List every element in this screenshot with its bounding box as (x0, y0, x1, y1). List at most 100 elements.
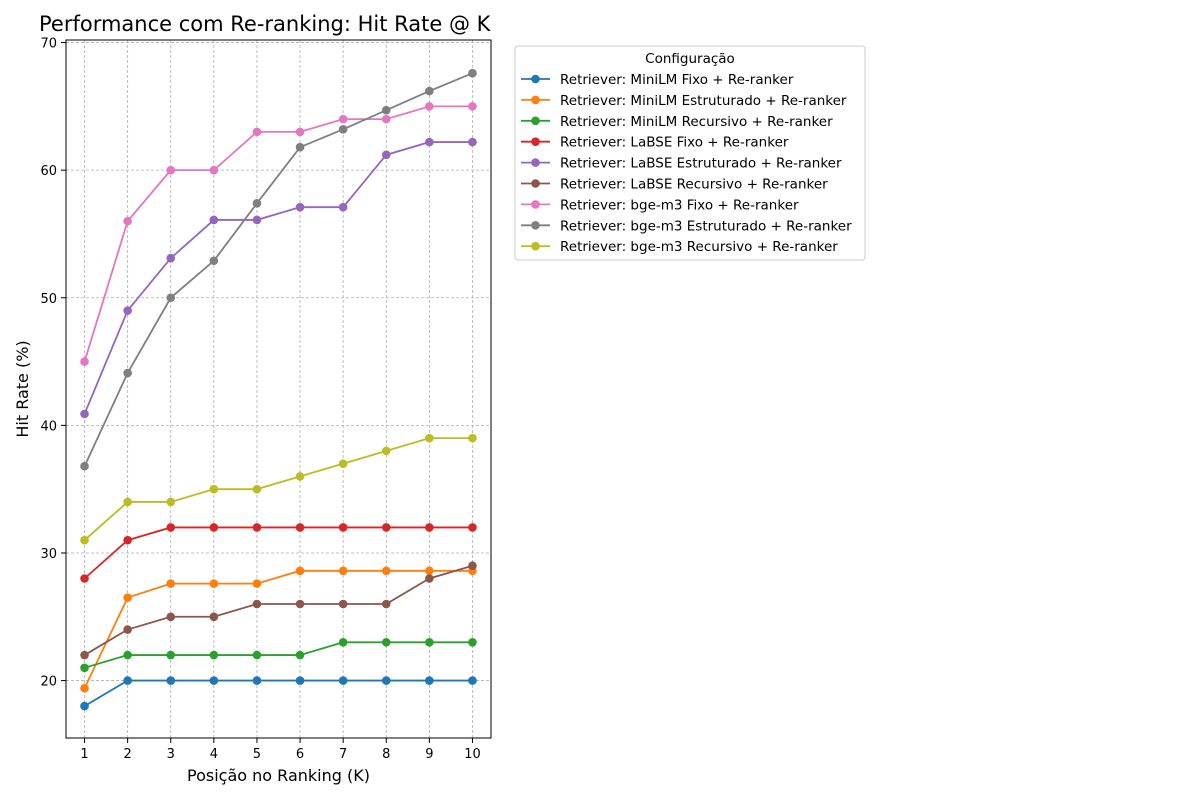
x-tick-label: 10 (464, 747, 481, 762)
plot-frame (65, 39, 492, 739)
data-point (381, 446, 391, 456)
x-tick-label: 7 (339, 747, 347, 762)
x-tick-label: 9 (425, 747, 433, 762)
series-2 (80, 566, 477, 693)
x-tick-label: 5 (253, 747, 261, 762)
legend-box (514, 45, 866, 261)
data-point (425, 137, 434, 147)
data-point (338, 523, 348, 532)
data-point (80, 683, 89, 693)
data-point (295, 202, 305, 212)
series-line (83, 569, 473, 689)
data-point (381, 566, 391, 576)
series-8 (80, 68, 477, 471)
x-tick-label: 3 (167, 747, 175, 762)
legend-marker (531, 221, 540, 230)
data-point (381, 105, 391, 115)
data-point (166, 165, 176, 175)
series-6 (80, 561, 477, 660)
x-axis-label: Posição no Ranking (K) (187, 766, 370, 785)
data-point (80, 574, 89, 583)
x-tick-label: 1 (80, 747, 88, 762)
data-point (80, 409, 89, 419)
data-point (295, 566, 305, 576)
x-tick-label: 4 (210, 747, 218, 762)
legend-marker (531, 179, 540, 188)
data-point (166, 523, 176, 532)
data-point (425, 523, 434, 532)
legend-marker (531, 158, 540, 167)
series-layer (80, 68, 477, 711)
legend-label: Retriever: bge-m3 Estruturado + Re-ranke… (560, 218, 852, 234)
data-point (252, 579, 262, 588)
data-point (123, 625, 132, 634)
legend-entry: Retriever: MiniLM Recursivo + Re-ranker (521, 114, 833, 130)
data-point (166, 579, 176, 588)
series-line (84, 679, 473, 707)
data-point (338, 114, 348, 124)
y-tick-label: 20 (40, 675, 57, 690)
legend-label: Retriever: LaBSE Estruturado + Re-ranker (560, 156, 842, 172)
legend-entry: Retriever: bge-m3 Estruturado + Re-ranke… (521, 218, 852, 234)
data-point (252, 650, 262, 660)
data-point (166, 293, 176, 303)
series-line (83, 105, 473, 362)
series-line (83, 526, 473, 580)
data-point (425, 676, 434, 685)
series-9 (80, 433, 477, 545)
data-point (338, 125, 348, 134)
series-line (84, 564, 473, 656)
data-point (209, 676, 219, 685)
legend-label: Retriever: LaBSE Recursivo + Re-ranker (560, 177, 828, 193)
data-point (295, 523, 305, 532)
legend-label: Retriever: MiniLM Estruturado + Re-ranke… (560, 93, 847, 109)
legend-entry: Retriever: bge-m3 Fixo + Re-ranker (521, 197, 799, 213)
data-point (252, 676, 262, 685)
y-axis-label: Hit Rate (%) (13, 340, 32, 437)
x-tick-label: 8 (382, 747, 390, 762)
legend-marker (531, 137, 540, 146)
data-point (295, 599, 305, 609)
data-point (252, 523, 262, 532)
data-point (123, 306, 132, 315)
data-point (295, 650, 305, 660)
data-point (123, 650, 132, 660)
series-line (83, 437, 473, 541)
data-point (295, 127, 305, 137)
data-point (209, 579, 219, 588)
data-point (209, 256, 219, 266)
series-line (83, 141, 473, 415)
legend-entry: Retriever: MiniLM Estruturado + Re-ranke… (521, 93, 847, 109)
data-point (468, 433, 477, 443)
chart-title: Performance com Re-ranking: Hit Rate @ K (39, 12, 492, 36)
data-point (80, 461, 89, 471)
legend-entry: Retriever: bge-m3 Recursivo + Re-ranker (521, 239, 838, 255)
data-point (468, 137, 477, 147)
data-point (425, 566, 434, 576)
data-point (425, 433, 434, 443)
legend-label: Retriever: bge-m3 Fixo + Re-ranker (560, 197, 799, 213)
y-tick-label: 60 (40, 164, 57, 179)
data-point (425, 102, 434, 111)
data-point (468, 68, 477, 78)
series-1 (80, 676, 477, 711)
legend-entry: Retriever: LaBSE Fixo + Re-ranker (521, 135, 789, 151)
y-tick-label: 40 (40, 419, 57, 434)
data-point (468, 676, 477, 685)
data-point (295, 676, 305, 685)
data-point (123, 593, 132, 602)
data-point (468, 523, 477, 532)
legend-label: Retriever: MiniLM Fixo + Re-ranker (560, 72, 794, 88)
legend-entry: Retriever: LaBSE Recursivo + Re-ranker (521, 177, 828, 193)
x-tick-label: 6 (296, 747, 304, 762)
legend-entry: Retriever: LaBSE Estruturado + Re-ranker (521, 156, 842, 172)
data-point (338, 459, 348, 468)
legend-label: Retriever: MiniLM Recursivo + Re-ranker (560, 114, 833, 130)
data-point (295, 142, 305, 152)
data-point (468, 637, 477, 647)
data-point (425, 86, 434, 96)
data-point (80, 357, 89, 366)
series-7 (80, 102, 477, 366)
data-point (209, 612, 219, 622)
legend-marker (531, 200, 540, 209)
